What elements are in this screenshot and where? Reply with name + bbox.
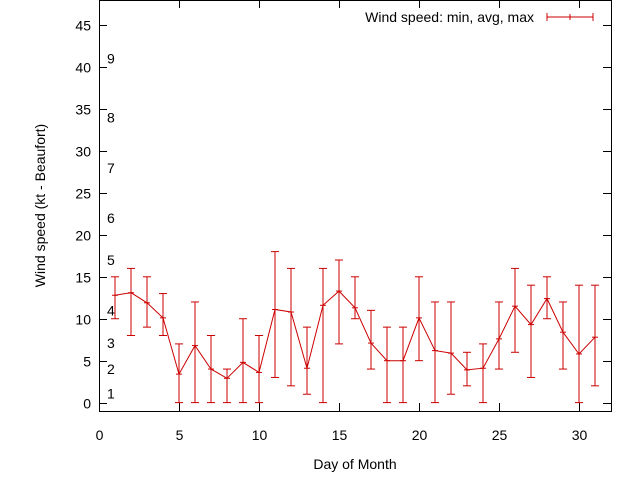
data-point <box>416 314 422 321</box>
data-point <box>368 340 374 347</box>
beaufort-label: 5 <box>107 252 115 268</box>
y-tick-label: 25 <box>75 186 91 202</box>
data-point <box>176 371 182 378</box>
y-tick-label: 0 <box>83 396 91 412</box>
x-tick-label: 10 <box>252 427 268 443</box>
beaufort-label: 4 <box>107 302 115 318</box>
y-tick-label: 35 <box>75 102 91 118</box>
y-tick-label: 5 <box>83 354 91 370</box>
data-point <box>336 288 342 295</box>
x-tick-label: 30 <box>572 427 588 443</box>
error-bar <box>303 326 311 395</box>
data-point <box>288 309 294 316</box>
y-tick-label: 30 <box>75 144 91 160</box>
y-tick-label: 40 <box>75 60 91 76</box>
data-point <box>496 335 502 342</box>
y-tick-label: 15 <box>75 270 91 286</box>
y-axis-title: Wind speed (kt - Beaufort) <box>32 124 48 287</box>
data-point <box>544 295 550 302</box>
error-bar <box>399 326 407 404</box>
error-bar <box>255 335 263 404</box>
data-point <box>560 329 566 336</box>
data-point <box>320 302 326 309</box>
x-tick-label: 25 <box>492 427 508 443</box>
legend: Wind speed: min, avg, max <box>365 9 594 25</box>
beaufort-label: 2 <box>107 361 115 377</box>
beaufort-label: 3 <box>107 335 115 351</box>
plot-area <box>99 0 612 412</box>
legend-key <box>546 13 594 21</box>
data-point <box>512 303 518 310</box>
series-layer <box>111 251 599 404</box>
data-point <box>128 289 134 296</box>
y-tick-label: 10 <box>75 312 91 328</box>
x-tick-label: 0 <box>96 427 104 443</box>
y-tick-label: 20 <box>75 228 91 244</box>
error-bar <box>335 259 343 345</box>
data-point <box>304 365 310 372</box>
x-tick-label: 5 <box>176 427 184 443</box>
error-bar <box>575 284 583 404</box>
plot-frame <box>99 0 612 412</box>
error-bar <box>271 251 279 378</box>
data-point <box>528 321 534 328</box>
data-point <box>160 314 166 321</box>
error-bar <box>159 293 167 337</box>
error-bar <box>511 267 519 353</box>
data-point <box>480 365 486 372</box>
data-point <box>112 292 118 299</box>
data-point <box>448 350 454 357</box>
legend-label: Wind speed: min, avg, max <box>365 9 534 25</box>
beaufort-label: 1 <box>107 385 115 401</box>
beaufort-label: 7 <box>107 160 115 176</box>
error-bar <box>127 267 135 337</box>
error-bar <box>351 276 359 320</box>
data-point <box>352 304 358 311</box>
beaufort-scale-labels: 1 2 3 4 5 6 7 8 9 <box>107 51 115 402</box>
error-bar <box>527 284 535 378</box>
error-bar <box>559 301 567 370</box>
data-point <box>208 366 214 373</box>
error-bar <box>367 309 375 370</box>
data-point <box>256 369 262 376</box>
error-bar <box>191 301 199 404</box>
data-point <box>576 350 582 357</box>
error-bar <box>479 343 487 404</box>
data-point <box>400 357 406 364</box>
beaufort-label: 8 <box>107 109 115 125</box>
error-bar <box>319 267 327 404</box>
error-bar <box>495 301 503 370</box>
data-point <box>144 299 150 306</box>
beaufort-label: 6 <box>107 210 115 226</box>
error-bar <box>287 267 295 387</box>
error-bar <box>383 326 391 404</box>
error-bar <box>223 368 231 404</box>
x-tick-label: 20 <box>412 427 428 443</box>
data-point <box>272 306 278 313</box>
data-point <box>192 342 198 349</box>
data-point <box>384 357 390 364</box>
data-point <box>432 347 438 354</box>
data-point <box>240 359 246 366</box>
x-tick-label: 15 <box>332 427 348 443</box>
error-bar <box>447 301 455 395</box>
data-point <box>224 375 230 382</box>
data-point <box>592 334 598 341</box>
data-point <box>464 366 470 373</box>
y-tick-label: 45 <box>75 18 91 34</box>
x-axis-title: Day of Month <box>313 456 396 472</box>
beaufort-label: 9 <box>107 51 115 67</box>
